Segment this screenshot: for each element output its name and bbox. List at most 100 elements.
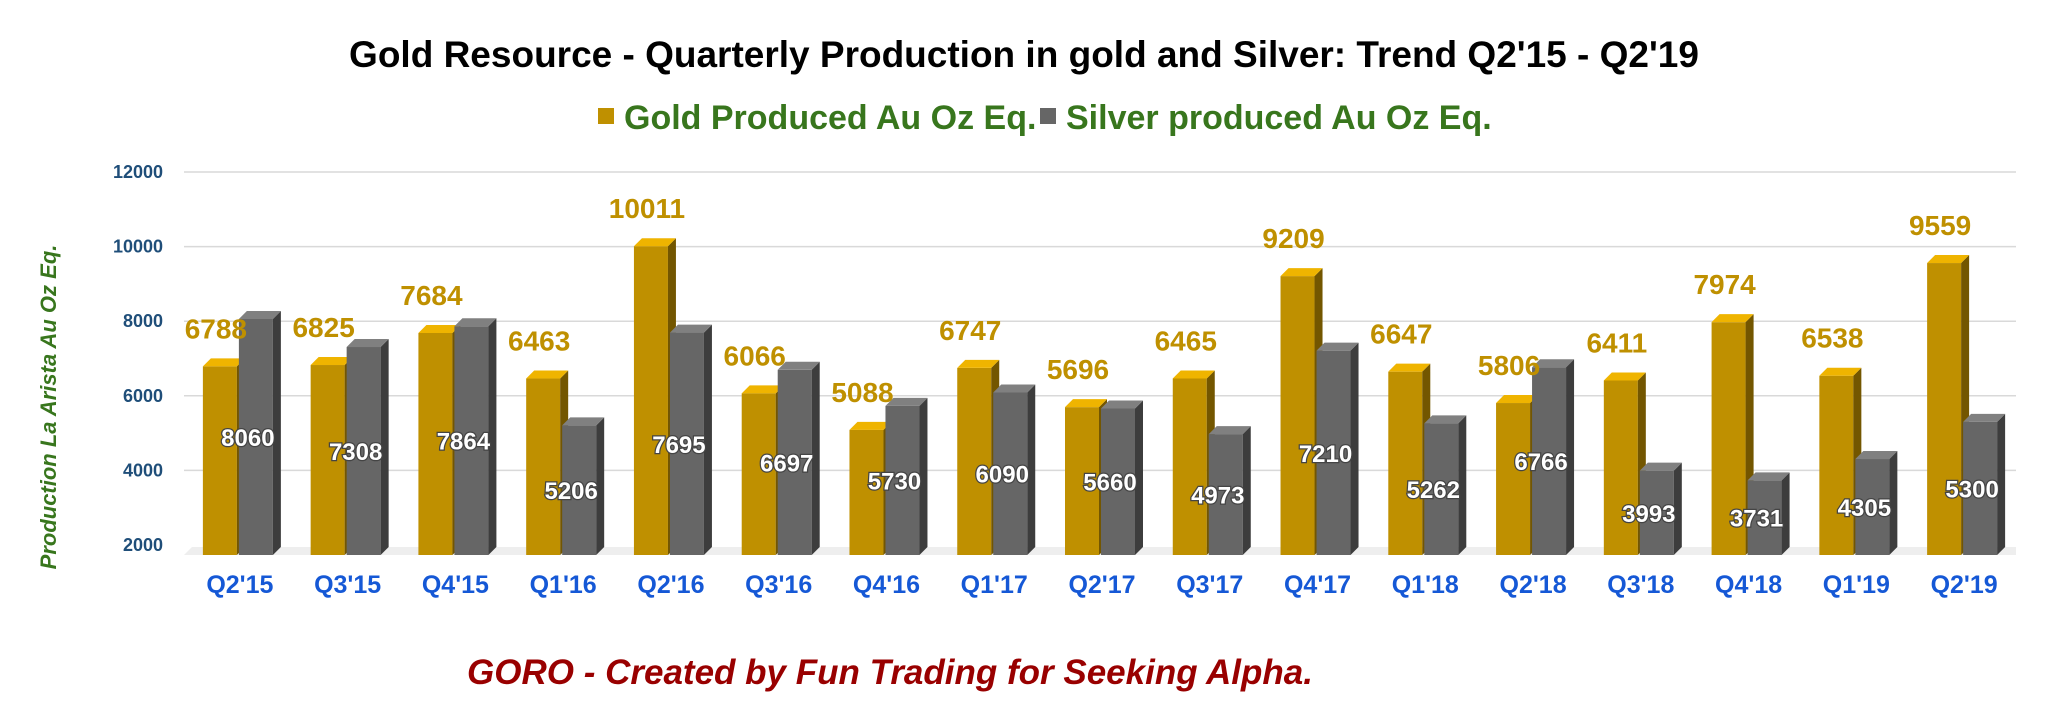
silver-bar-top: [346, 339, 389, 348]
gold-bar-front: [1819, 375, 1854, 555]
gold-bar-top: [849, 421, 892, 430]
gold-bar-top: [1280, 268, 1323, 277]
chart-title: Gold Resource - Quarterly Production in …: [349, 34, 1699, 75]
gold-bar-front: [202, 366, 237, 555]
silver-bar-front: [885, 405, 920, 555]
x-tick-label: Q4'16: [853, 571, 920, 599]
silver-data-label: 3731: [1730, 506, 1783, 533]
silver-bar-front: [1747, 480, 1782, 555]
silver-bar-front: [1208, 434, 1243, 555]
silver-bar-side: [272, 310, 281, 555]
gold-bar-front: [741, 393, 776, 555]
x-axis: Q2'15 Q3'15 Q4'15 Q1'16 Q2'16 Q3'16 Q4'16 Q1'17…: [206, 571, 1997, 599]
legend-swatch-silver: [1040, 108, 1056, 124]
gold-bar-front: [849, 429, 884, 555]
legend-label-silver: Silver produced Au Oz Eq.: [1066, 99, 1492, 137]
gold-bar-top: [1496, 395, 1539, 404]
silver-bar-top: [669, 324, 712, 333]
silver-bar: [346, 339, 389, 555]
silver-bar-top: [562, 417, 605, 426]
gold-bar-front: [418, 332, 453, 555]
silver-data-label: 4305: [1838, 495, 1891, 522]
silver-bar: [1639, 462, 1682, 555]
silver-data-label: 5660: [1083, 470, 1136, 497]
gold-data-label: 5696: [1047, 354, 1109, 385]
silver-bar-side: [1242, 426, 1251, 555]
gold-bar: [1280, 268, 1323, 555]
silver-bar: [562, 417, 605, 555]
silver-bar-side: [919, 397, 928, 555]
gold-bar: [1711, 314, 1754, 555]
gold-bar-front: [1603, 380, 1638, 555]
silver-data-label: 5300: [1945, 476, 1998, 503]
silver-bar-side: [1889, 451, 1898, 555]
x-tick-label: Q1'19: [1823, 571, 1890, 599]
x-tick-label: Q4'17: [1284, 571, 1351, 599]
silver-data-label: 6090: [976, 462, 1029, 489]
bars: [202, 238, 2006, 555]
gold-bar-top: [1711, 314, 1754, 323]
silver-data-label: 6766: [1514, 449, 1567, 476]
silver-bar-top: [885, 397, 928, 406]
gold-data-label: 6747: [939, 315, 1001, 346]
legend-label-gold: Gold Produced Au Oz Eq.: [624, 99, 1036, 137]
silver-bar-top: [1532, 359, 1575, 368]
gold-data-label: 9209: [1262, 223, 1324, 254]
gold-bar-top: [526, 370, 569, 379]
silver-data-label: 7308: [329, 439, 382, 466]
silver-bar: [1208, 426, 1251, 555]
gold-data-label: 9559: [1909, 210, 1971, 241]
gold-data-label: 6463: [508, 326, 570, 357]
gold-data-label: 6647: [1370, 319, 1432, 350]
silver-bar-front: [1316, 350, 1351, 555]
gold-bar: [526, 370, 569, 555]
gold-data-label: 6825: [292, 312, 354, 343]
x-tick-label: Q1'16: [530, 571, 597, 599]
silver-bar-side: [1458, 415, 1467, 555]
silver-bar-side: [1027, 384, 1036, 555]
silver-bar: [1855, 451, 1898, 555]
silver-data-label: 7695: [652, 432, 705, 459]
x-tick-label: Q3'18: [1607, 571, 1674, 599]
gold-data-label: 5088: [831, 377, 893, 408]
silver-bar-side: [380, 339, 389, 555]
silver-bar-side: [1350, 342, 1359, 555]
silver-bar-front: [346, 347, 381, 555]
silver-bar-front: [777, 369, 812, 555]
gold-bar-front: [1280, 276, 1315, 555]
y-axis-title: Production La Arista Au Oz Eq.: [36, 245, 61, 570]
silver-bar: [1747, 472, 1790, 555]
gold-bar-front: [1496, 403, 1531, 555]
silver-data-label: 3993: [1622, 501, 1675, 528]
silver-bar-top: [1208, 426, 1251, 435]
silver-bar-side: [811, 361, 820, 555]
gold-bar-top: [1603, 372, 1646, 381]
gold-bar: [1388, 363, 1431, 555]
gold-bar-top: [418, 324, 461, 333]
silver-bar-top: [1101, 400, 1143, 409]
silver-data-label: 8060: [221, 425, 274, 452]
silver-bar-front: [1424, 423, 1459, 555]
silver-bar: [777, 361, 820, 555]
gold-data-label: 6465: [1155, 325, 1217, 356]
silver-bar: [669, 324, 712, 555]
silver-bar-front: [1963, 421, 1998, 555]
silver-bar-top: [1747, 472, 1790, 481]
silver-bar-front: [1639, 470, 1674, 555]
gold-bar-front: [1172, 378, 1207, 555]
silver-bar-top: [1963, 413, 2006, 422]
x-tick-label: Q2'19: [1931, 571, 1998, 599]
x-tick-label: Q4'15: [422, 571, 489, 599]
silver-bar-front: [562, 425, 597, 555]
silver-bar-side: [488, 318, 497, 555]
x-tick-label: Q3'16: [745, 571, 812, 599]
gold-data-label: 7684: [400, 280, 463, 311]
data-labels: 6788 8060 6825 7308 7684 7864 6463 5206 10011 769…: [185, 193, 2000, 534]
gold-bar: [1819, 367, 1862, 555]
gold-bar-front: [310, 365, 345, 555]
silver-bar: [1316, 342, 1359, 555]
gold-data-label: 5806: [1478, 350, 1540, 381]
silver-bar: [1101, 400, 1143, 555]
